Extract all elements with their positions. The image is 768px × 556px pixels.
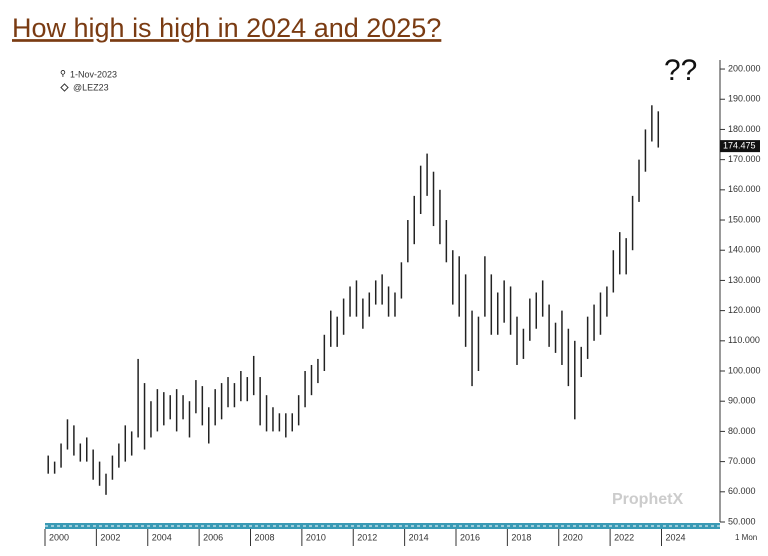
x-tick-label: 2018 <box>511 532 531 542</box>
watermark: ProphetX <box>612 491 683 508</box>
y-tick-label: 50.000 <box>728 516 756 526</box>
x-tick-label: 2000 <box>49 532 69 542</box>
last-price-label: 174.475 <box>723 140 756 150</box>
y-tick-label: 90.000 <box>728 396 756 406</box>
y-tick-label: 70.000 <box>728 456 756 466</box>
chart-title: How high is high in 2024 and 2025? <box>12 13 441 43</box>
y-tick-label: 200.000 <box>728 63 761 73</box>
y-tick-label: 160.000 <box>728 184 761 194</box>
y-tick-label: 80.000 <box>728 426 756 436</box>
last-price-box <box>720 140 760 153</box>
x-tick-label: 2014 <box>409 532 429 542</box>
y-tick-label: 150.000 <box>728 214 761 224</box>
y-tick-label: 140.000 <box>728 245 761 255</box>
y-tick-label: 180.000 <box>728 124 761 134</box>
x-tick-label: 2004 <box>152 532 172 542</box>
period-label: 1 Mon <box>735 533 757 542</box>
y-tick-label: 100.000 <box>728 365 761 375</box>
x-tick-label: 2020 <box>563 532 583 542</box>
legend-marker <box>60 83 69 92</box>
y-tick-label: 170.000 <box>728 154 761 164</box>
x-tick-label: 2022 <box>614 532 634 542</box>
annotation: ?? <box>664 54 697 87</box>
legend-symbol: @LEZ23 <box>73 82 109 92</box>
x-tick-label: 2024 <box>665 532 685 542</box>
x-tick-label: 2012 <box>357 532 377 542</box>
y-tick-label: 120.000 <box>728 305 761 315</box>
x-tick-label: 2016 <box>460 532 480 542</box>
x-tick-label: 2008 <box>254 532 274 542</box>
x-tick-label: 2006 <box>203 532 223 542</box>
y-tick-label: 190.000 <box>728 94 761 104</box>
y-tick-label: 60.000 <box>728 486 756 496</box>
y-tick-label: 110.000 <box>728 335 760 345</box>
search-icon: ⚲ <box>60 69 66 78</box>
x-tick-label: 2002 <box>100 532 120 542</box>
date-label: 1-Nov-2023 <box>70 69 117 79</box>
x-tick-label: 2010 <box>306 532 326 542</box>
y-tick-label: 130.000 <box>728 275 761 285</box>
